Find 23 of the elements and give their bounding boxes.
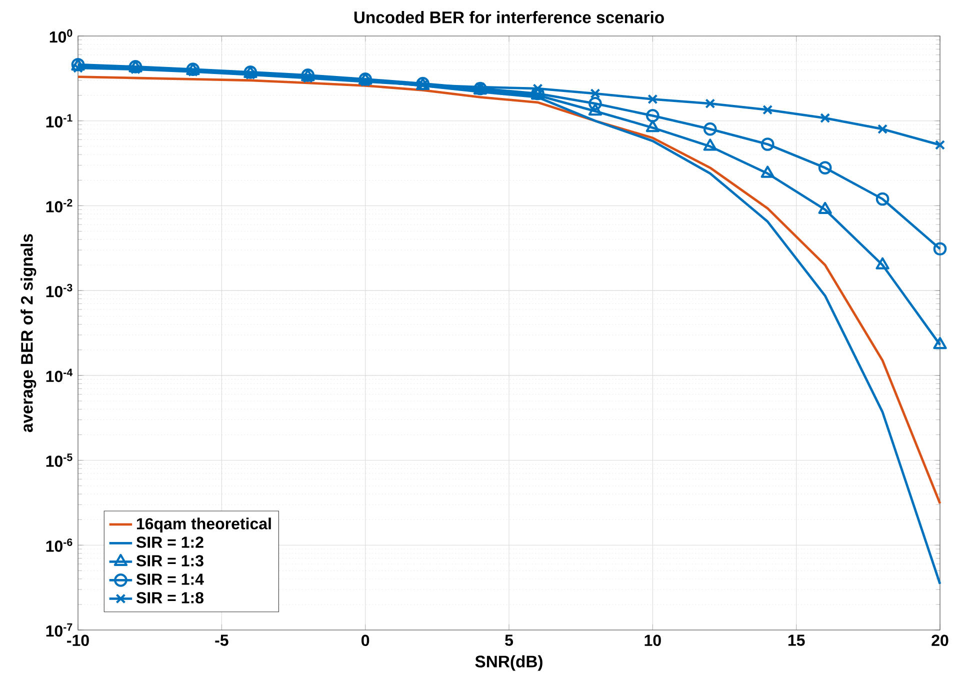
x-tick-label: -5	[215, 634, 228, 646]
y-tick-label: 10$^{-5}$	[46, 454, 72, 467]
x-tick-label: 5	[505, 634, 514, 646]
x-tick-label: 10	[644, 634, 661, 646]
y-tick-label: 10$^{-2}$	[46, 199, 72, 212]
chart-title: Uncoded BER for interference scenario	[354, 11, 664, 24]
legend-label: SIR = 1:2	[136, 536, 204, 548]
legend-label: SIR = 1:4	[136, 574, 204, 585]
legend-label: 16qam theoretical	[136, 518, 271, 533]
y-axis-title: average BER of 2 signals	[20, 234, 36, 432]
x-tick-label: 0	[362, 634, 370, 646]
y-tick-label: 10$^{-4}$	[46, 368, 73, 382]
x-tick-label: -10	[67, 634, 89, 646]
y-tick-label: 10$^{-6}$	[46, 538, 72, 552]
legend-label: SIR = 1:3	[136, 555, 204, 566]
x-axis-title: SNR(dB)	[475, 655, 542, 671]
y-tick-label: 10$^{-3}$	[46, 284, 72, 298]
y-tick-label: 10$^{-1}$	[46, 114, 72, 128]
x-tick-label: 15	[788, 634, 805, 646]
y-tick-label: 10$^{-7}$	[46, 623, 72, 637]
y-tick-label: 10$^{0}$	[50, 29, 72, 43]
x-tick-label: 20	[932, 634, 948, 646]
legend-label: SIR = 1:8	[136, 592, 204, 604]
